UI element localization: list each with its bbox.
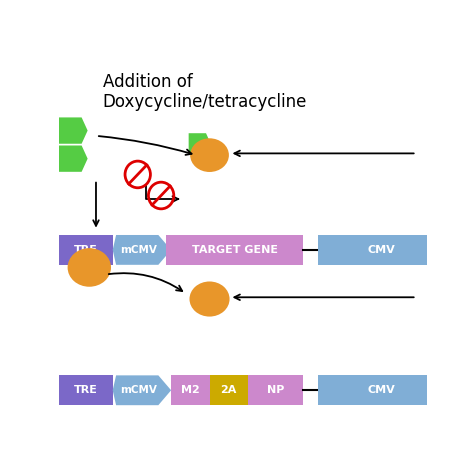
Ellipse shape bbox=[68, 248, 111, 287]
Polygon shape bbox=[59, 375, 113, 405]
Ellipse shape bbox=[190, 138, 229, 172]
Polygon shape bbox=[318, 235, 445, 265]
Polygon shape bbox=[113, 235, 171, 265]
Polygon shape bbox=[210, 375, 248, 405]
Polygon shape bbox=[113, 375, 171, 405]
Polygon shape bbox=[248, 375, 303, 405]
Text: CMV: CMV bbox=[368, 245, 395, 255]
Text: 2A: 2A bbox=[220, 385, 237, 395]
Polygon shape bbox=[57, 118, 88, 144]
Text: Addition of
Doxycycline/tetracycline: Addition of Doxycycline/tetracycline bbox=[103, 73, 307, 111]
Text: mCMV: mCMV bbox=[120, 385, 157, 395]
Text: TRE: TRE bbox=[74, 245, 98, 255]
Polygon shape bbox=[57, 146, 88, 172]
Ellipse shape bbox=[190, 282, 229, 317]
Polygon shape bbox=[318, 375, 445, 405]
Polygon shape bbox=[189, 133, 210, 153]
Polygon shape bbox=[166, 235, 303, 265]
Polygon shape bbox=[171, 375, 210, 405]
Text: CMV: CMV bbox=[368, 385, 395, 395]
Text: M2: M2 bbox=[181, 385, 200, 395]
Text: TRE: TRE bbox=[74, 385, 98, 395]
Text: mCMV: mCMV bbox=[120, 245, 157, 255]
Polygon shape bbox=[59, 235, 113, 265]
Text: NP: NP bbox=[267, 385, 284, 395]
Text: TARGET GENE: TARGET GENE bbox=[191, 245, 278, 255]
